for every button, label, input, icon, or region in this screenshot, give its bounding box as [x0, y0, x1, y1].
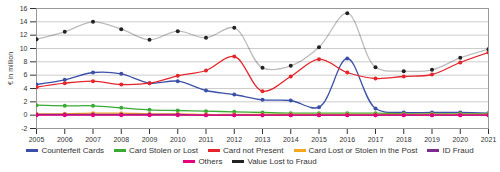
svg-text:2005: 2005	[29, 136, 45, 143]
svg-text:2018: 2018	[396, 136, 412, 143]
svg-text:2009: 2009	[142, 136, 158, 143]
svg-text:6: 6	[24, 71, 28, 78]
svg-text:8: 8	[24, 58, 28, 65]
svg-text:2012: 2012	[226, 136, 242, 143]
svg-text:-2: -2	[21, 125, 27, 132]
svg-text:2015: 2015	[311, 136, 327, 143]
svg-text:4: 4	[24, 85, 28, 92]
svg-text:2019: 2019	[424, 136, 440, 143]
svg-text:2014: 2014	[283, 136, 299, 143]
html-text:Others: Others	[198, 157, 223, 166]
svg-text:16: 16	[20, 5, 28, 12]
svg-text:14: 14	[20, 18, 28, 25]
svg-text:2020: 2020	[452, 136, 468, 143]
svg-text:2016: 2016	[339, 136, 355, 143]
html-text:Counterfeit Cards: Counterfeit Cards	[41, 146, 105, 155]
svg-text:2017: 2017	[368, 136, 384, 143]
svg-text:2008: 2008	[113, 136, 129, 143]
html-text:ID Fraud: ID Fraud	[442, 146, 474, 155]
svg-text:€ in million: € in million	[7, 52, 14, 85]
html-text:Card not Present: Card not Present	[223, 146, 284, 155]
svg-text:2021: 2021	[481, 136, 497, 143]
svg-text:2007: 2007	[85, 136, 101, 143]
svg-text:2006: 2006	[57, 136, 73, 143]
svg-text:0: 0	[24, 111, 28, 118]
html-text:Value Lost to Fraud: Value Lost to Fraud	[247, 157, 317, 166]
svg-text:2: 2	[24, 98, 28, 105]
svg-text:12: 12	[20, 31, 28, 38]
svg-text:2010: 2010	[170, 136, 186, 143]
html-text:Card Stolen or Lost: Card Stolen or Lost	[129, 146, 198, 155]
svg-text:10: 10	[20, 45, 28, 52]
svg-text:2011: 2011	[198, 136, 213, 143]
svg-text:2013: 2013	[255, 136, 271, 143]
html-text:Card Lost or Stolen in the Pos: Card Lost or Stolen in the Post	[308, 146, 418, 155]
